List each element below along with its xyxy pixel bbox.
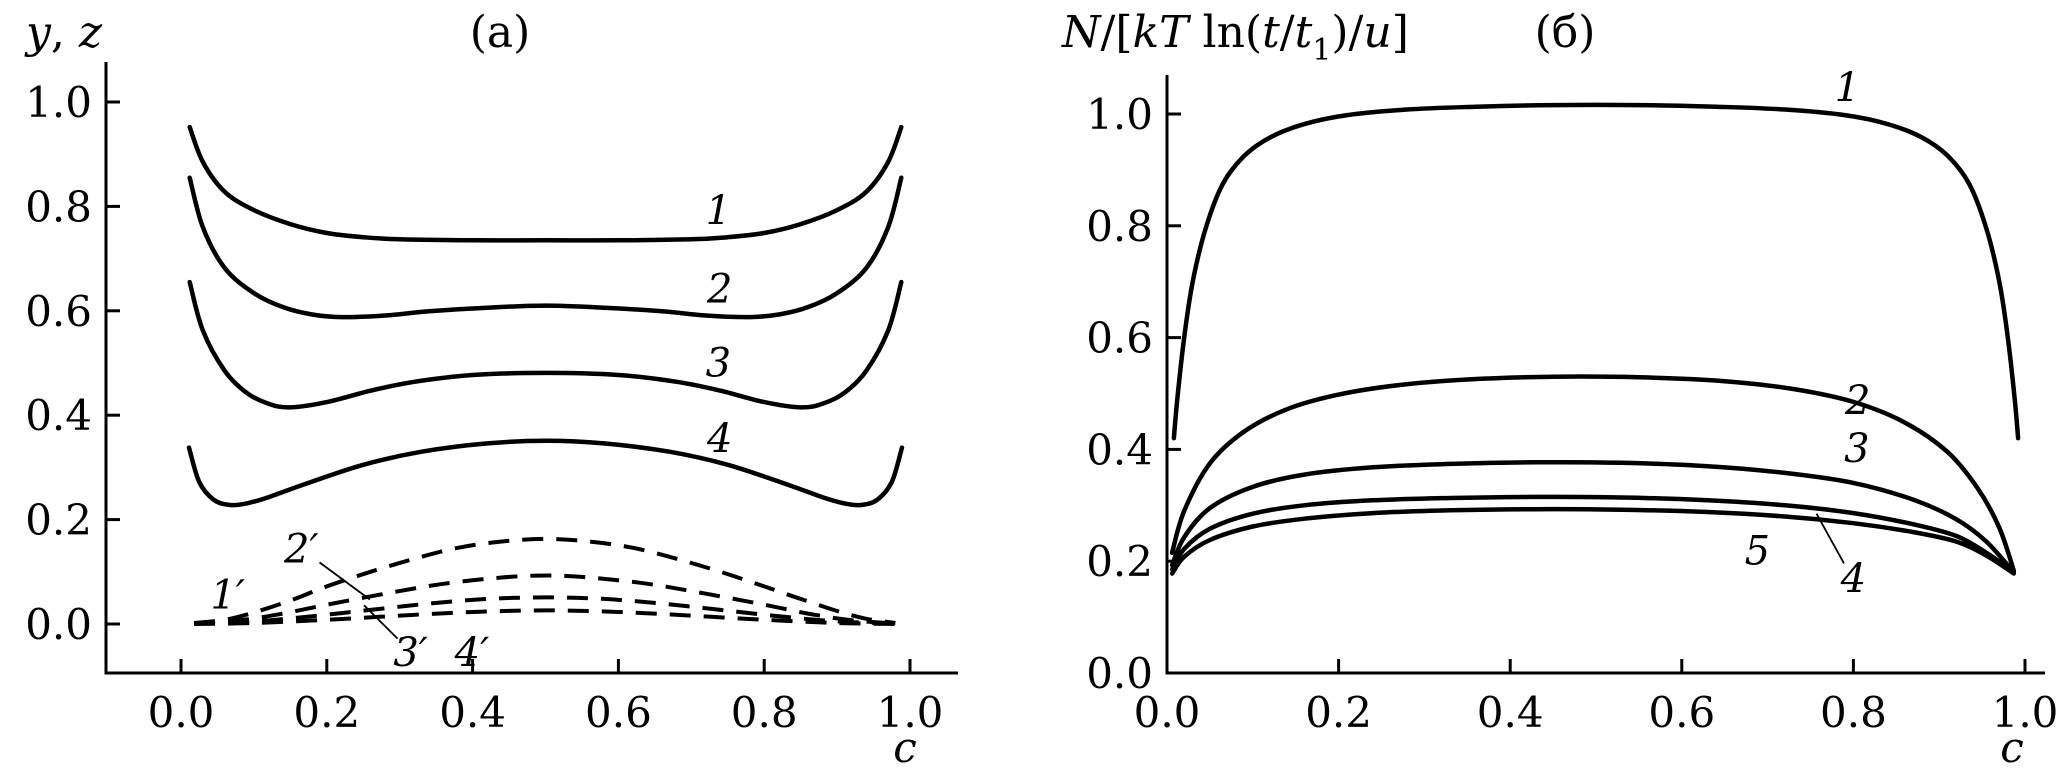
panel-a-x-tick-label-0.2: 0.2 (293, 688, 360, 737)
panel-a-curve-3 (187, 279, 904, 410)
panel-a-x-tick-label-0.4: 0.4 (439, 688, 506, 737)
panel-b-y-tick-label-0.8: 0.8 (1086, 202, 1153, 251)
panel-b-curve-4 (1169, 494, 2017, 575)
panel-b-y-tick-label-1.0: 1.0 (1086, 90, 1153, 139)
panel-b-y-tick-label-0.4: 0.4 (1086, 425, 1153, 474)
panel-a-y-tick-label-0.4: 0.4 (25, 391, 92, 440)
panel-a-curve-4′ (194, 608, 896, 626)
panel-b-curve-2 (1169, 374, 2017, 573)
panel-b-curve-label-5: 5 (1745, 529, 1770, 575)
panel-b-x-tick-label-0.4: 0.4 (1477, 688, 1544, 737)
panel-a-y-tick-label-0.8: 0.8 (25, 182, 92, 231)
panel-a-y-tick-label-0.2: 0.2 (25, 496, 92, 545)
panel-b-curve-label-1: 1 (1835, 65, 1860, 111)
panel-a-curve-1′ (193, 536, 896, 625)
panel-b-y-tick-label-0.0: 0.0 (1086, 649, 1153, 698)
panel-a-y-axis-title: y, z (24, 7, 103, 58)
panel-b-x-tick-label-0.0: 0.0 (1134, 688, 1201, 737)
panel-b-curve-3 (1169, 459, 2017, 575)
panel-a-curve-label-4′: 4′ (454, 630, 490, 676)
panel-a-x-tick-label-0.0: 0.0 (148, 688, 215, 737)
panel-b-y-axis-title: N/[kT ln(t/t1)/u] (1061, 7, 1409, 68)
panel-b-y-tick-label-0.2: 0.2 (1086, 537, 1153, 586)
panel-a-axes (104, 62, 958, 675)
panel-a-curve-2 (187, 175, 904, 320)
panel-a-x-tick-label-1.0: 1.0 (877, 688, 944, 737)
panel-a-curve-1 (187, 124, 904, 243)
panel-b-x-tick-label-0.8: 0.8 (1820, 688, 1887, 737)
panel-a-x-axis-label: c (893, 723, 917, 772)
panel-b-x-axis-label: c (2000, 723, 2024, 772)
chart-render-root: 0.0 0.2 0.4 0.6 0.8 1.0 0.0 0.2 0.4 0.6 0.8 1.0 y, z… (24, 7, 2058, 737)
panel-a: 0.0 0.2 0.4 0.6 0.8 1.0 0.0 0.2 0.4 0.6 0.8 1.0 y, z… (24, 7, 958, 737)
panel-b-x-tick-label-0.2: 0.2 (1305, 688, 1372, 737)
panel-a-y-tick-label-0.6: 0.6 (25, 287, 92, 336)
panel-a-curve-label-3′: 3′ (393, 630, 428, 676)
panel-b-curve-5 (1169, 506, 2017, 576)
panel-a-y-tick-label-0.0: 0.0 (25, 600, 92, 649)
panel-a-leader-1 (363, 604, 399, 640)
panel-a-leader-0 (318, 561, 371, 601)
panel-b-x-tick-label-0.6: 0.6 (1648, 688, 1715, 737)
panel-b-x-tick-label-1.0: 1.0 (1992, 688, 2059, 737)
panel-a-curve-label-1′: 1′ (210, 573, 245, 619)
panel-a-curve-label-3: 3 (706, 340, 731, 386)
panel-a-curve-2′ (193, 573, 896, 626)
panel-b-curve-label-2: 2 (1844, 378, 1870, 424)
panel-a-curve-4 (186, 438, 905, 508)
panel-b-y-tick-label-0.6: 0.6 (1086, 314, 1153, 363)
panel-b-axes (1165, 75, 2045, 675)
panel-a-x-tick-label-0.8: 0.8 (731, 688, 798, 737)
panel-b-leader-0 (1815, 513, 1845, 564)
panel-a-curve-label-1: 1 (706, 188, 731, 234)
panel-b-curve-label-4: 4 (1840, 556, 1866, 602)
panel-b-curve-label-3: 3 (1844, 426, 1869, 472)
panel-a-curve-3′ (194, 595, 896, 626)
panel-a-x-tick-label-0.6: 0.6 (585, 688, 652, 737)
panel-a-label: (a) (470, 7, 531, 58)
panel-a-y-tick-label-1.0: 1.0 (25, 78, 92, 127)
panel-a-curve-label-2′: 2′ (283, 526, 319, 572)
panel-b-label: (б) (1535, 7, 1596, 58)
panel-b: 0.0 0.2 0.4 0.6 0.8 1.0 0.0 0.2 0.4 0.6 0.8 1.0 N/[k… (1061, 7, 2058, 737)
panel-a-curve-label-2: 2 (706, 266, 732, 312)
panel-a-curve-label-4: 4 (706, 416, 732, 462)
panel-b-curve-1 (1171, 102, 2021, 441)
